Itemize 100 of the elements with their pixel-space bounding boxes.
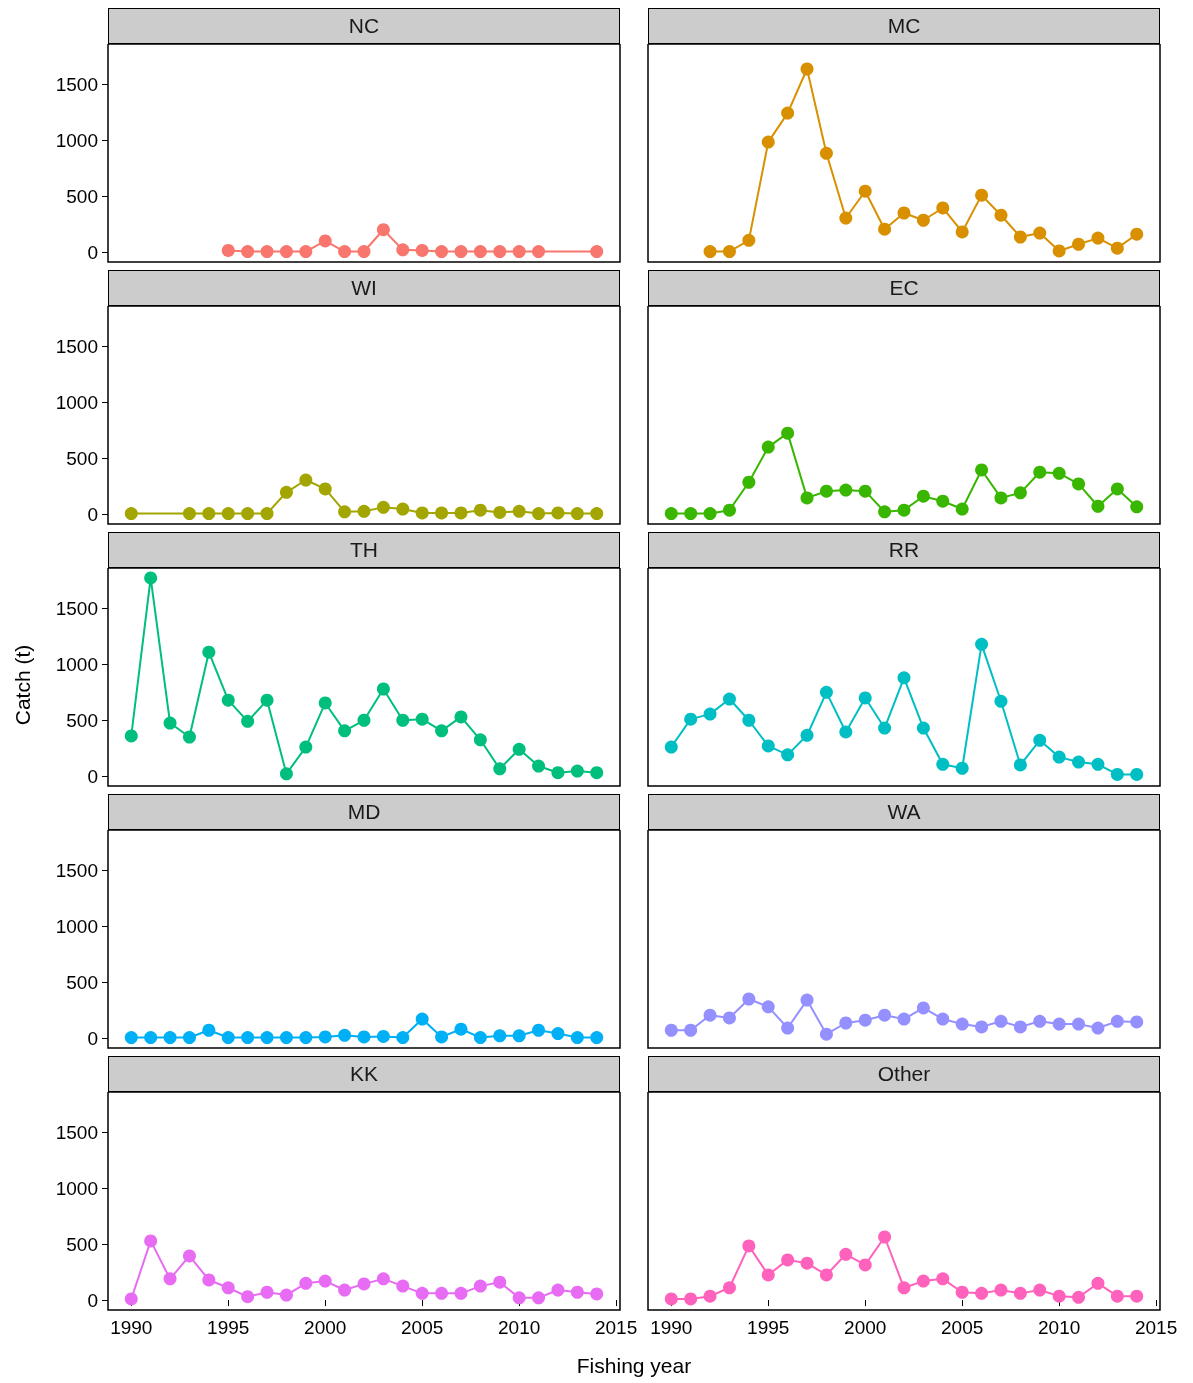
point (318, 696, 332, 710)
point (742, 713, 756, 727)
point (532, 245, 546, 258)
point (318, 1030, 332, 1044)
point (1033, 1283, 1047, 1297)
point (916, 213, 930, 227)
point (241, 1290, 255, 1304)
point (975, 1286, 989, 1300)
x-tick-label: 2000 (844, 1317, 887, 1338)
x-tick-label: 2015 (1134, 1317, 1178, 1338)
point (975, 188, 989, 202)
point (1033, 465, 1047, 479)
point (819, 146, 833, 160)
point (858, 484, 872, 498)
point (435, 1030, 449, 1044)
x-tick-label: 2010 (1038, 1317, 1081, 1338)
point (878, 1230, 892, 1244)
point (916, 1274, 930, 1288)
y-tick-label: 1000 (55, 391, 98, 413)
point (279, 245, 293, 258)
point (994, 491, 1008, 505)
point (994, 208, 1008, 222)
point (299, 1031, 313, 1044)
y-tick-label: 1000 (55, 129, 98, 151)
point (1033, 1014, 1047, 1028)
point (202, 507, 216, 520)
point (955, 1017, 969, 1031)
point (955, 1285, 969, 1299)
point (202, 1023, 216, 1037)
point (800, 993, 814, 1007)
point (454, 245, 468, 258)
point (182, 730, 196, 744)
point (376, 1029, 390, 1043)
point (819, 484, 833, 498)
point (800, 491, 814, 505)
point (878, 222, 892, 236)
point (936, 757, 950, 771)
point (454, 506, 468, 520)
point (260, 693, 274, 707)
point (1072, 755, 1086, 769)
point (396, 243, 410, 257)
y-tick-label: 0 (87, 1027, 98, 1049)
point (376, 682, 390, 696)
point (202, 645, 216, 659)
point (781, 106, 795, 120)
point (124, 1031, 138, 1044)
point (376, 500, 390, 514)
point (221, 1031, 235, 1044)
point (664, 1023, 678, 1037)
y-tick-label: 0 (87, 765, 98, 787)
point (878, 721, 892, 735)
point (936, 1272, 950, 1286)
point (221, 243, 235, 257)
y-tick-label: 0 (87, 241, 98, 263)
point (722, 245, 736, 258)
point (512, 504, 526, 518)
x-tick-label: 2015 (594, 1317, 638, 1338)
point (338, 724, 352, 738)
point (473, 245, 487, 258)
point (897, 1281, 911, 1295)
y-axis-title: Catch (t) (11, 643, 35, 728)
point (1072, 1290, 1086, 1304)
point (1091, 1021, 1105, 1035)
point (163, 716, 177, 730)
y-tick-label: 1500 (55, 74, 98, 96)
point (761, 739, 775, 753)
point (144, 1234, 158, 1248)
point (781, 426, 795, 440)
y-tick-label: 0 (87, 503, 98, 525)
point (722, 1281, 736, 1295)
point (551, 1027, 565, 1041)
point (936, 201, 950, 215)
point (1052, 1017, 1066, 1031)
point (684, 507, 698, 520)
point (454, 1286, 468, 1300)
point (1013, 486, 1027, 500)
point (473, 1031, 487, 1044)
point (590, 507, 604, 520)
point (221, 693, 235, 707)
point (435, 506, 449, 520)
point (858, 1013, 872, 1027)
point (144, 571, 158, 585)
point (781, 1253, 795, 1267)
point (1091, 231, 1105, 245)
point (781, 748, 795, 762)
point (703, 507, 717, 520)
point (703, 1008, 717, 1022)
point (182, 507, 196, 520)
point (1013, 758, 1027, 772)
point (493, 1029, 507, 1043)
x-axis-title: Fishing year (575, 1354, 693, 1378)
point (761, 1268, 775, 1282)
point (124, 1292, 138, 1306)
point (1013, 230, 1027, 244)
chart-title: WI (108, 270, 620, 306)
point (590, 245, 604, 258)
chart-title: NC (108, 8, 620, 44)
point (722, 692, 736, 706)
point (260, 1285, 274, 1299)
point (279, 485, 293, 499)
